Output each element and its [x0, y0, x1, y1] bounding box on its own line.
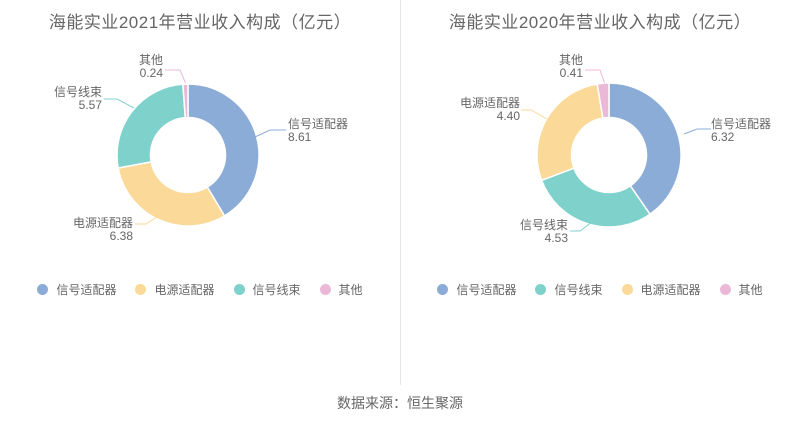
chart-title-2020: 海能实业2020年营业收入构成（亿元） — [448, 13, 752, 32]
legend-label: 电源适配器 — [640, 283, 701, 297]
legend-item-signal-harness-2020[interactable]: 信号线束 — [535, 281, 603, 298]
slice-label-other-2020: 其他 0.41 — [503, 54, 583, 80]
legend-dot-icon — [437, 284, 449, 295]
legend-item-signal-adapter-2020[interactable]: 信号适配器 — [437, 281, 516, 298]
slice-label-value: 0.41 — [559, 66, 583, 80]
slice-label-name: 信号适配器 — [288, 117, 349, 131]
legend-dot-icon — [319, 284, 331, 295]
panel-divider — [400, 0, 401, 385]
legend-item-other-2020[interactable]: 其他 — [719, 281, 763, 298]
slice-label-signal-harness-2021: 信号线束 5.57 — [22, 86, 102, 112]
slice-label-value: 4.53 — [544, 231, 568, 245]
slice-label-power-adapter-2020: 电源适配器 4.40 — [440, 97, 520, 123]
label-leader-line-signal-harness — [570, 221, 593, 232]
legend-dot-icon — [719, 284, 731, 295]
pie-slice-signal-harness[interactable] — [116, 83, 187, 169]
pie-slice-power-adapter[interactable] — [536, 83, 604, 182]
label-leader-line-power-adapter — [135, 214, 161, 225]
slice-label-name: 电源适配器 — [459, 96, 520, 110]
legend-label: 信号线束 — [554, 283, 603, 297]
legend-item-signal-harness-2021[interactable]: 信号线束 — [233, 281, 301, 298]
legend-item-power-adapter-2020[interactable]: 电源适配器 — [621, 281, 701, 298]
pie-slice-other[interactable] — [596, 82, 610, 119]
slice-label-value: 6.38 — [109, 229, 133, 243]
slice-label-signal-adapter-2020: 信号适配器 6.32 — [711, 118, 771, 144]
pie-slice-other[interactable] — [182, 83, 189, 119]
label-leader-line-power-adapter — [521, 109, 548, 120]
label-leader-line-signal-adapter — [683, 128, 711, 135]
legend-2020: 信号适配器 信号线束 电源适配器 其他 — [400, 281, 800, 298]
legend-dot-icon — [233, 284, 245, 295]
legend-label: 信号适配器 — [456, 283, 517, 297]
slice-label-name: 电源适配器 — [72, 216, 133, 230]
pie-slice-signal-adapter[interactable] — [187, 83, 260, 217]
slice-label-value: 4.40 — [496, 109, 520, 123]
legend-dot-icon — [535, 284, 547, 295]
legend-label: 信号适配器 — [56, 283, 117, 297]
pie-slice-signal-harness[interactable] — [540, 167, 651, 228]
pie-slice-power-adapter[interactable] — [117, 161, 226, 227]
legend-item-other-2021[interactable]: 其他 — [319, 281, 363, 298]
label-leader-line-other — [585, 69, 605, 84]
legend-label: 电源适配器 — [154, 283, 215, 297]
slice-label-value: 6.32 — [711, 130, 735, 144]
slice-label-name: 信号适配器 — [711, 117, 772, 131]
legend-2021: 信号适配器 电源适配器 信号线束 其他 — [0, 281, 400, 298]
slice-label-name: 信号线束 — [53, 85, 102, 99]
legend-item-signal-adapter-2021[interactable]: 信号适配器 — [37, 281, 116, 298]
slice-label-name: 其他 — [558, 53, 583, 67]
slice-label-power-adapter-2021: 电源适配器 6.38 — [53, 217, 133, 243]
slice-label-value: 8.61 — [288, 130, 312, 144]
chart-title-2021: 海能实业2021年营业收入构成（亿元） — [48, 13, 352, 32]
pie-slice-signal-adapter[interactable] — [608, 82, 682, 215]
legend-label: 其他 — [338, 283, 363, 297]
legend-dot-icon — [135, 284, 147, 295]
legend-dot-icon — [37, 284, 49, 295]
legend-label: 信号线束 — [252, 283, 301, 297]
slice-label-signal-adapter-2021: 信号适配器 8.61 — [288, 118, 348, 144]
slice-label-other-2021: 其他 0.24 — [83, 54, 163, 80]
legend-item-power-adapter-2021[interactable]: 电源适配器 — [135, 281, 215, 298]
slice-label-name: 其他 — [138, 53, 163, 67]
label-leader-line-other — [165, 69, 186, 84]
legend-label: 其他 — [738, 283, 763, 297]
slice-label-name: 信号线束 — [519, 218, 568, 232]
data-source-note: 数据来源：恒生聚源 — [337, 395, 463, 411]
label-leader-line-signal-adapter — [254, 129, 286, 138]
legend-dot-icon — [621, 284, 633, 295]
slice-label-value: 0.24 — [139, 66, 163, 80]
slice-label-signal-harness-2020: 信号线束 4.53 — [488, 219, 568, 245]
label-leader-line-signal-harness — [104, 98, 135, 109]
slice-label-value: 5.57 — [78, 98, 102, 112]
